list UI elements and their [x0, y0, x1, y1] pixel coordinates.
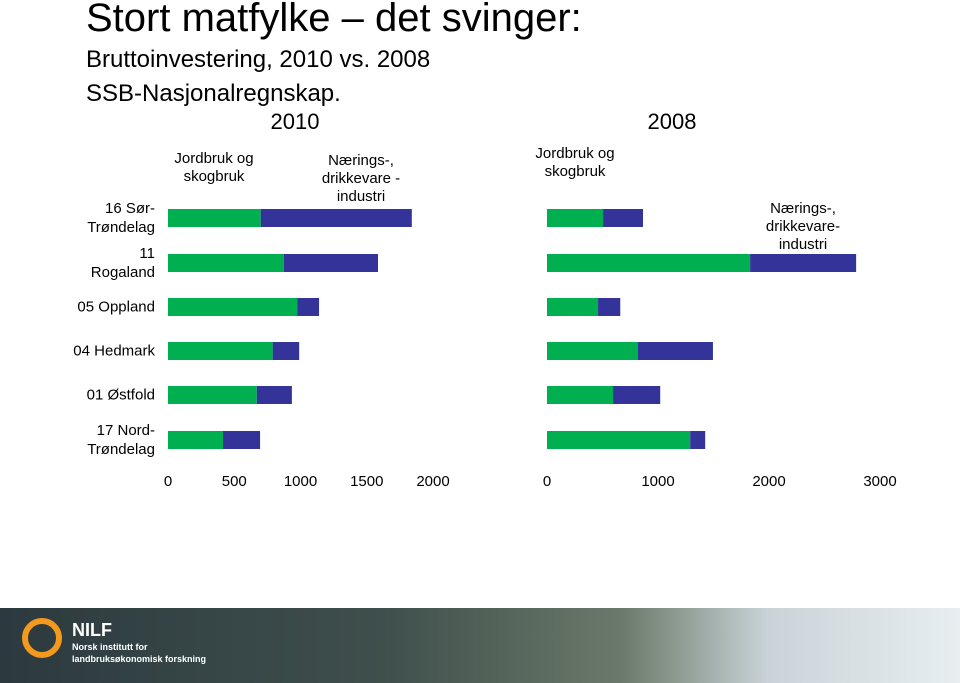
x-tick-label: 0 [543, 473, 551, 490]
bar-segment [638, 342, 713, 360]
bar-segment [613, 386, 661, 404]
bar-segment [168, 209, 261, 227]
x-tick-label: 1500 [350, 473, 383, 490]
x-tick-label: 500 [222, 473, 247, 490]
x-tick-label: 2000 [752, 473, 785, 490]
footer-line: Norsk institutt for [72, 642, 148, 652]
chart-title: 2010 [270, 109, 320, 134]
bar-segment [598, 298, 621, 316]
bar-segment [750, 254, 857, 272]
series-label: Jordbruk og skogbruk [535, 145, 615, 180]
y-tick-label: 05 Oppland [77, 298, 155, 316]
chart-title: 2008 [647, 109, 697, 134]
bar-segment [168, 298, 298, 316]
bar-segment [168, 342, 273, 360]
bar-segment [547, 298, 599, 316]
source: SSB-Nasjonalregnskap. [86, 80, 341, 107]
bar-segment [547, 342, 639, 360]
y-tick-label: 16 Sør-Trøndelag [87, 200, 155, 236]
series-label: Nærings-, drikkevare -industri [321, 152, 401, 205]
bar-segment [256, 386, 292, 404]
bar-segment [547, 254, 751, 272]
logo-icon [22, 618, 62, 658]
series-label: Jordbruk og skogbruk [174, 150, 254, 185]
bar-segment [603, 209, 644, 227]
bar-segment [168, 386, 257, 404]
y-tick-label: 11 Rogaland [90, 245, 155, 281]
bar-segment [272, 342, 300, 360]
bar-segment [547, 431, 691, 449]
y-tick-label: 17 Nord-Trøndelag [87, 422, 155, 458]
slide-title: Stort matfylke – det svinger: [86, 0, 582, 40]
y-tick-label: 04 Hedmark [73, 342, 155, 360]
bar-segment [547, 386, 614, 404]
x-tick-label: 2000 [416, 473, 449, 490]
series-label: Nærings-, drikkevare-industri [765, 200, 841, 253]
bar-segment [297, 298, 320, 316]
logo-text: NILF [72, 620, 112, 640]
bar-segment [690, 431, 706, 449]
x-tick-label: 0 [164, 473, 172, 490]
bar-segment [547, 209, 604, 227]
bar-segment [222, 431, 261, 449]
footer-band: NILF Norsk institutt for landbruksøkonom… [0, 608, 960, 683]
x-tick-label: 1000 [641, 473, 674, 490]
bar-segment [260, 209, 412, 227]
bar-segment [168, 431, 223, 449]
bar-segment [283, 254, 379, 272]
footer-line: landbruksøkonomisk forskning [72, 654, 207, 664]
bar-segment [168, 254, 284, 272]
x-tick-label: 1000 [284, 473, 317, 490]
x-tick-label: 3000 [863, 473, 896, 490]
y-tick-label: 01 Østfold [86, 386, 155, 404]
subtitle: Bruttoinvestering, 2010 vs. 2008 [86, 46, 431, 73]
